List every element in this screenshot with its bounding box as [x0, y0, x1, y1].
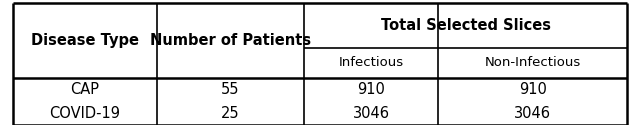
- Text: Number of Patients: Number of Patients: [150, 32, 311, 48]
- Text: Disease Type: Disease Type: [31, 32, 139, 48]
- Text: CAP: CAP: [70, 82, 99, 97]
- Text: 910: 910: [357, 82, 385, 97]
- Text: COVID-19: COVID-19: [49, 106, 120, 121]
- Text: 910: 910: [519, 82, 547, 97]
- Text: Total Selected Slices: Total Selected Slices: [381, 18, 550, 32]
- Text: Infectious: Infectious: [339, 56, 404, 69]
- Text: 3046: 3046: [515, 106, 551, 121]
- Text: 25: 25: [221, 106, 240, 121]
- Text: Non-Infectious: Non-Infectious: [484, 56, 581, 69]
- Text: 55: 55: [221, 82, 239, 97]
- Text: 3046: 3046: [353, 106, 390, 121]
